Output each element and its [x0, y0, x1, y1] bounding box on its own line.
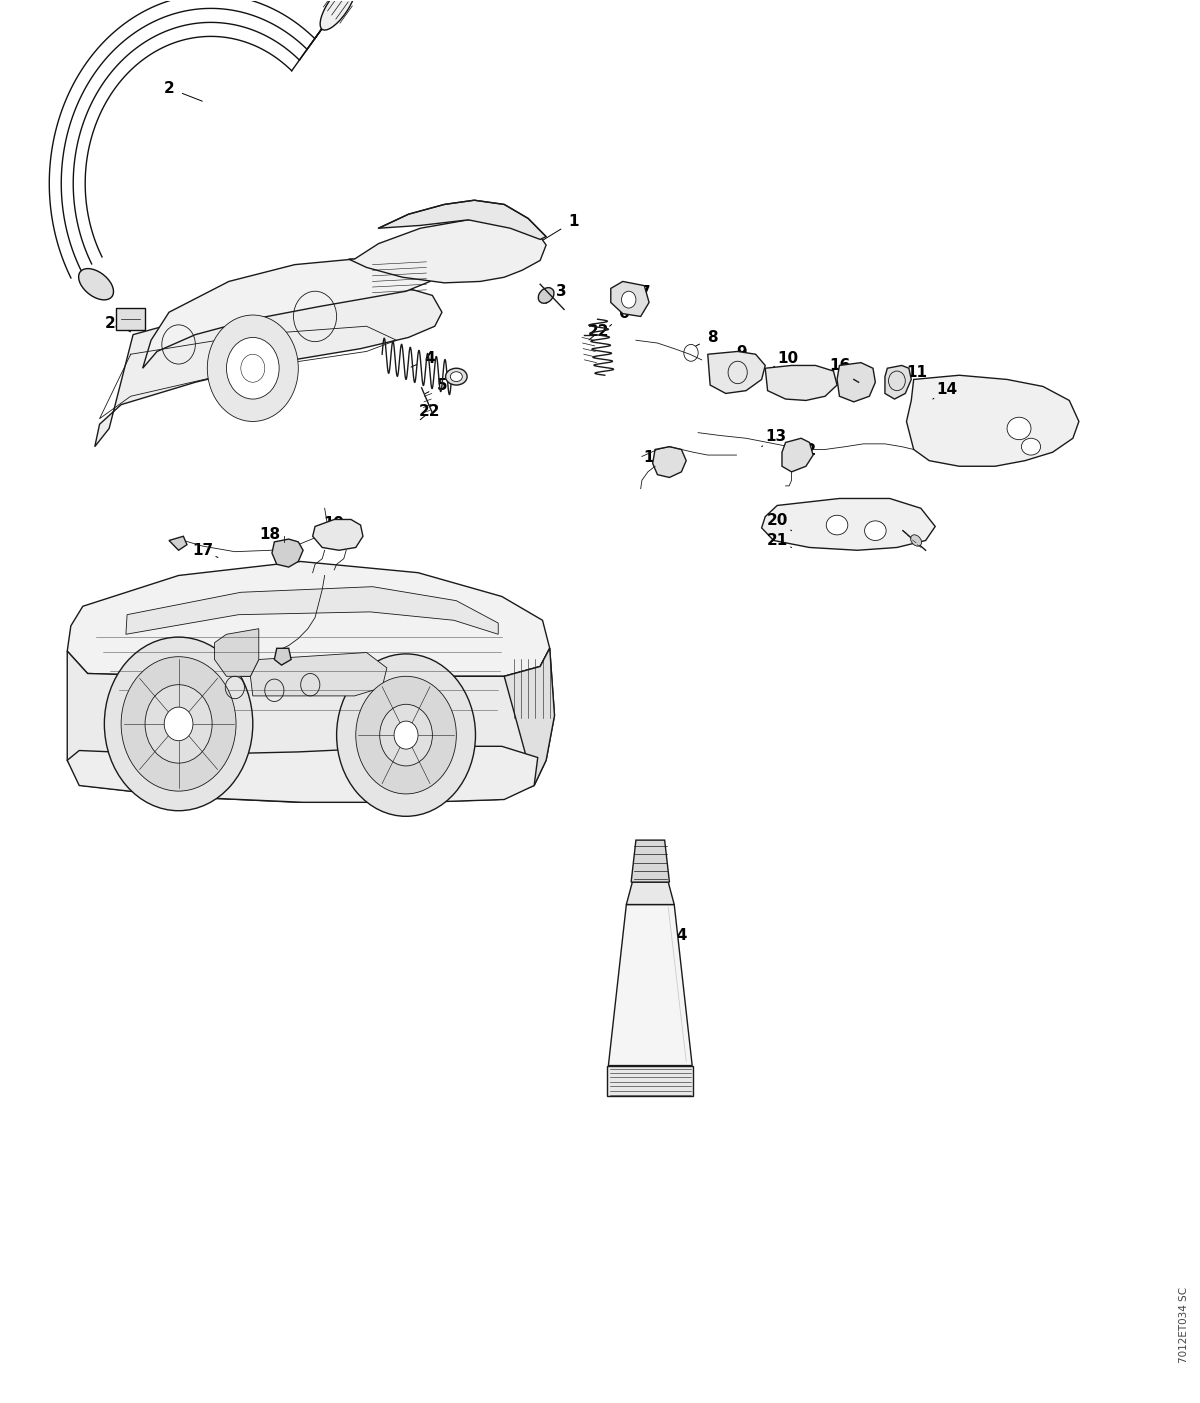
Text: 16: 16: [829, 358, 850, 373]
Circle shape: [164, 707, 193, 741]
Circle shape: [394, 721, 418, 749]
Polygon shape: [126, 586, 498, 634]
Polygon shape: [169, 536, 187, 550]
Text: 23: 23: [104, 316, 131, 333]
Text: 9: 9: [727, 345, 746, 362]
Circle shape: [227, 338, 280, 398]
Text: 1: 1: [530, 213, 578, 248]
Polygon shape: [215, 629, 259, 676]
Ellipse shape: [320, 0, 355, 29]
Circle shape: [145, 685, 212, 763]
Circle shape: [337, 654, 475, 817]
Text: 10: 10: [774, 351, 798, 366]
Text: 20: 20: [767, 513, 792, 530]
Polygon shape: [653, 446, 686, 477]
Text: 21: 21: [767, 533, 792, 549]
Polygon shape: [378, 201, 546, 240]
Polygon shape: [762, 498, 935, 550]
Polygon shape: [272, 539, 304, 567]
Text: 13: 13: [762, 429, 786, 446]
Ellipse shape: [911, 535, 922, 546]
Text: 5: 5: [425, 377, 448, 394]
Circle shape: [622, 292, 636, 309]
Text: 18: 18: [259, 528, 284, 543]
Text: 17: 17: [192, 543, 218, 558]
Polygon shape: [708, 351, 766, 393]
Ellipse shape: [450, 372, 462, 382]
Text: 24: 24: [656, 926, 689, 943]
Polygon shape: [626, 882, 674, 905]
Circle shape: [208, 316, 299, 421]
Circle shape: [121, 657, 236, 791]
Polygon shape: [906, 375, 1079, 466]
Polygon shape: [251, 652, 386, 696]
Text: 22: 22: [419, 404, 440, 419]
Text: 6: 6: [610, 306, 629, 327]
Ellipse shape: [1021, 438, 1040, 455]
Ellipse shape: [1007, 417, 1031, 439]
Text: 7: 7: [632, 285, 650, 302]
Polygon shape: [884, 365, 911, 398]
Text: 22: 22: [588, 324, 610, 340]
Text: 19: 19: [320, 516, 344, 533]
Polygon shape: [611, 282, 649, 317]
Polygon shape: [275, 648, 292, 665]
Polygon shape: [631, 840, 670, 882]
Polygon shape: [782, 438, 814, 471]
FancyBboxPatch shape: [116, 309, 145, 331]
Circle shape: [355, 676, 456, 794]
Text: 4: 4: [410, 351, 436, 368]
Circle shape: [379, 704, 432, 766]
Text: 3: 3: [546, 283, 568, 303]
Ellipse shape: [827, 515, 848, 535]
Ellipse shape: [539, 288, 554, 303]
Polygon shape: [143, 257, 432, 368]
Polygon shape: [608, 905, 692, 1065]
Polygon shape: [95, 289, 442, 446]
Text: 8: 8: [696, 330, 718, 347]
Polygon shape: [504, 648, 554, 786]
Text: 11: 11: [906, 365, 928, 380]
Bar: [607, 1065, 694, 1096]
Text: 12: 12: [792, 443, 816, 459]
Polygon shape: [838, 362, 875, 401]
Polygon shape: [67, 648, 554, 803]
Ellipse shape: [864, 521, 886, 540]
Polygon shape: [67, 561, 550, 676]
Polygon shape: [348, 220, 546, 283]
Circle shape: [104, 637, 253, 811]
Ellipse shape: [445, 368, 467, 384]
Text: 7012ET034 SC: 7012ET034 SC: [1180, 1287, 1189, 1362]
Polygon shape: [313, 519, 362, 550]
Text: 14: 14: [932, 382, 958, 398]
Ellipse shape: [79, 268, 114, 300]
Polygon shape: [67, 746, 538, 803]
Text: 2: 2: [163, 81, 203, 101]
Text: 15: 15: [643, 450, 670, 466]
Polygon shape: [766, 365, 838, 400]
